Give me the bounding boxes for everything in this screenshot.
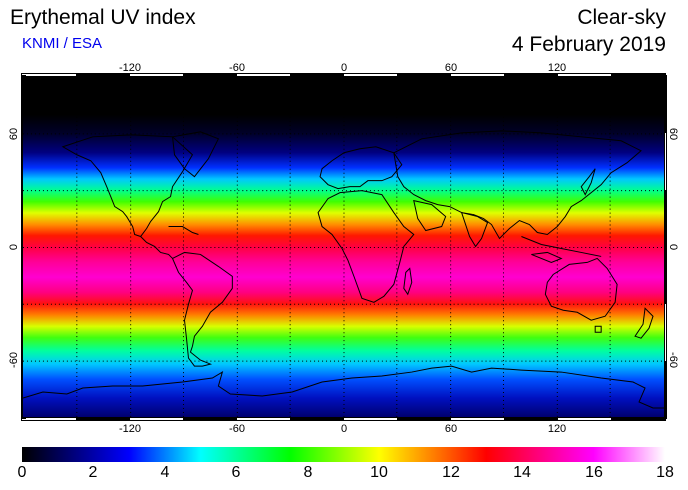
colorbar-label: 10 (370, 464, 388, 481)
uv-colorbar (22, 447, 665, 462)
lon-tick: 0 (340, 423, 348, 435)
lat-tick-right: 60 (667, 127, 679, 141)
colorbar-label: 12 (442, 464, 460, 481)
colorbar-label: 14 (513, 464, 531, 481)
coastlines (23, 77, 664, 417)
colorbar-label: 16 (585, 464, 603, 481)
lon-tick: 60 (444, 62, 458, 74)
lon-tick: -60 (229, 62, 245, 74)
colorbar-label: 18 (656, 464, 674, 481)
lat-tick-right: 0 (667, 243, 679, 251)
lon-tick: 0 (340, 62, 348, 74)
lat-tick-right: -60 (667, 352, 679, 368)
colorbar-label: 0 (17, 464, 27, 481)
continent-outlines (23, 130, 664, 409)
sky-condition-label: Clear-sky (577, 6, 666, 29)
lon-tick: 60 (444, 423, 458, 435)
uv-index-map (22, 76, 665, 418)
map-title: Erythemal UV index (10, 6, 196, 29)
lon-tick: 120 (547, 62, 567, 74)
colorbar-label: 2 (88, 464, 98, 481)
lat-tick-left: 0 (8, 243, 20, 251)
lon-tick: -120 (118, 423, 142, 435)
colorbar-label: 8 (303, 464, 313, 481)
lon-tick: 120 (547, 423, 567, 435)
date-label: 4 February 2019 (511, 33, 666, 56)
colorbar-label: 4 (160, 464, 170, 481)
lat-tick-left: 60 (8, 127, 20, 141)
lon-tick: -120 (118, 62, 142, 74)
source-credit: KNMI / ESA (22, 35, 103, 52)
colorbar-label: 6 (231, 464, 241, 481)
graticule (23, 77, 664, 417)
lon-tick: -60 (229, 423, 245, 435)
lat-tick-left: -60 (8, 352, 20, 368)
